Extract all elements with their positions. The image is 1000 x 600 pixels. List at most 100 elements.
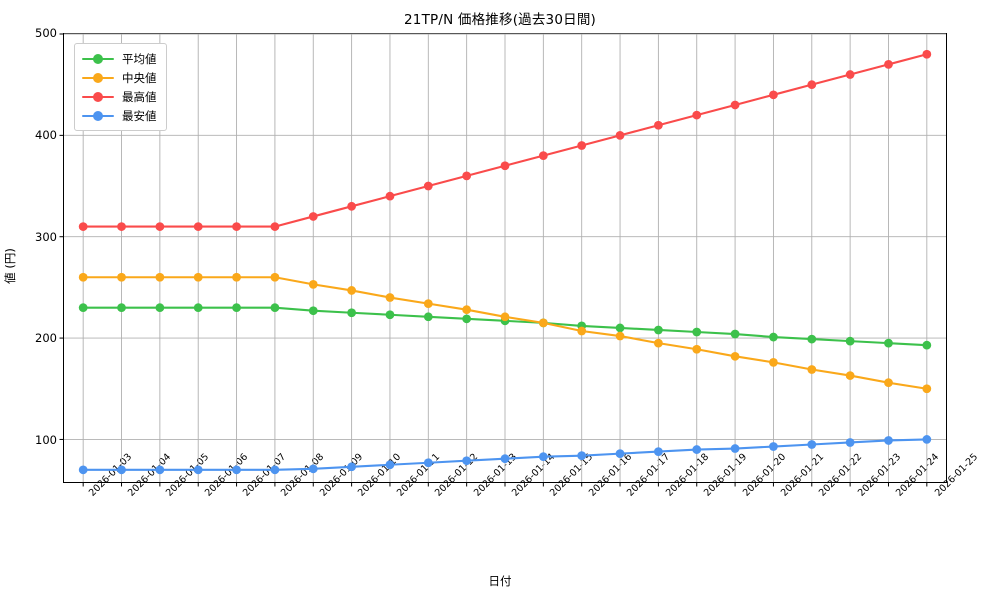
legend-item-最高値[interactable]: 最高値 bbox=[82, 87, 157, 106]
series-平均値 bbox=[78, 303, 932, 350]
legend-marker-icon bbox=[82, 110, 114, 122]
legend-label: 中央値 bbox=[122, 70, 157, 85]
data-point bbox=[538, 318, 548, 328]
data-point bbox=[500, 454, 510, 464]
data-point bbox=[270, 465, 280, 475]
y-tick-label: 100 bbox=[35, 433, 57, 448]
x-tick-label: 2026-01-19 bbox=[702, 451, 750, 499]
data-point bbox=[385, 293, 395, 302]
data-point bbox=[807, 440, 817, 449]
data-point bbox=[577, 326, 587, 336]
data-point bbox=[730, 444, 740, 453]
data-point bbox=[615, 323, 625, 333]
legend-item-平均値[interactable]: 平均値 bbox=[82, 49, 157, 68]
x-tick-label: 2026-01-03 bbox=[87, 451, 135, 499]
data-point bbox=[117, 222, 126, 231]
data-point bbox=[692, 327, 702, 337]
y-tick-label: 400 bbox=[35, 127, 57, 142]
data-point bbox=[538, 151, 548, 161]
y-tick-label: 200 bbox=[35, 331, 57, 346]
data-series-layer bbox=[78, 49, 932, 475]
data-point bbox=[538, 452, 548, 462]
x-tick-label: 2026-01-20 bbox=[740, 451, 788, 499]
data-point bbox=[692, 445, 702, 454]
data-point bbox=[884, 378, 893, 388]
legend-marker-icon bbox=[82, 72, 114, 84]
data-point bbox=[155, 465, 165, 475]
data-point bbox=[654, 447, 663, 456]
data-point bbox=[78, 222, 88, 231]
data-point bbox=[845, 438, 855, 447]
data-point bbox=[577, 141, 587, 150]
data-point bbox=[462, 456, 472, 466]
data-point bbox=[193, 222, 203, 231]
data-point bbox=[769, 90, 778, 100]
data-point bbox=[193, 303, 203, 313]
chart-title: 21TP/N 価格推移(過去30日間) bbox=[403, 12, 596, 28]
data-point bbox=[308, 279, 318, 289]
x-tick-label: 2026-01-12 bbox=[433, 451, 481, 499]
data-point bbox=[884, 436, 893, 445]
series-中央値 bbox=[78, 272, 932, 394]
data-point bbox=[692, 344, 702, 354]
x-tick-label: 2026-01-09 bbox=[317, 451, 366, 499]
data-point bbox=[423, 299, 433, 308]
data-point bbox=[155, 222, 165, 231]
data-point bbox=[730, 329, 740, 339]
x-tick-label: 2026-01-24 bbox=[894, 451, 942, 499]
data-point bbox=[769, 358, 778, 367]
data-point bbox=[423, 312, 433, 322]
x-tick-label: 2026-01-23 bbox=[855, 451, 904, 499]
data-point bbox=[692, 110, 702, 120]
data-point bbox=[385, 310, 395, 320]
data-point bbox=[232, 222, 241, 231]
data-point bbox=[500, 161, 510, 171]
legend-item-中央値[interactable]: 中央値 bbox=[82, 68, 157, 87]
data-point bbox=[385, 460, 395, 470]
data-point bbox=[385, 191, 395, 201]
chart-legend: 平均値中央値最高値最安値 bbox=[74, 43, 167, 131]
x-tick-label: 2026-01-14 bbox=[510, 451, 558, 499]
data-point bbox=[577, 451, 587, 461]
data-point bbox=[845, 371, 855, 380]
data-point bbox=[117, 465, 126, 475]
data-point bbox=[922, 340, 932, 350]
plot-area bbox=[59, 33, 947, 487]
data-point bbox=[807, 80, 817, 90]
x-tick-label: 2026-01-18 bbox=[663, 451, 711, 499]
data-point bbox=[730, 100, 740, 110]
data-point bbox=[117, 272, 126, 282]
x-tick-label: 2026-01-05 bbox=[164, 451, 212, 499]
data-point bbox=[270, 222, 280, 231]
data-point bbox=[423, 458, 433, 468]
x-tick-label: 2026-01-22 bbox=[817, 451, 865, 499]
data-point bbox=[193, 272, 203, 282]
data-point bbox=[615, 331, 625, 341]
series-最高値 bbox=[78, 49, 932, 231]
data-point bbox=[807, 334, 817, 344]
data-point bbox=[922, 435, 932, 444]
data-point bbox=[423, 181, 433, 191]
data-point bbox=[845, 70, 855, 79]
data-point bbox=[78, 465, 88, 475]
data-point bbox=[462, 314, 472, 324]
data-point bbox=[155, 272, 165, 282]
data-point bbox=[78, 272, 88, 282]
legend-label: 最高値 bbox=[122, 89, 157, 104]
data-point bbox=[769, 332, 778, 342]
x-tick-label: 2026-01-11 bbox=[394, 451, 442, 499]
legend-item-最安値[interactable]: 最安値 bbox=[82, 106, 157, 125]
data-point bbox=[347, 201, 356, 211]
data-point bbox=[308, 464, 318, 474]
x-tick-label: 2026-01-16 bbox=[586, 451, 635, 499]
data-point bbox=[347, 462, 356, 472]
data-point bbox=[730, 351, 740, 361]
data-point bbox=[884, 338, 893, 348]
y-tick-label: 300 bbox=[35, 229, 57, 244]
data-point bbox=[615, 130, 625, 140]
legend-marker-icon bbox=[82, 53, 114, 65]
data-point bbox=[270, 272, 280, 282]
data-point bbox=[769, 442, 778, 451]
x-tick-label: 2026-01-10 bbox=[356, 451, 404, 499]
data-point bbox=[462, 171, 472, 181]
